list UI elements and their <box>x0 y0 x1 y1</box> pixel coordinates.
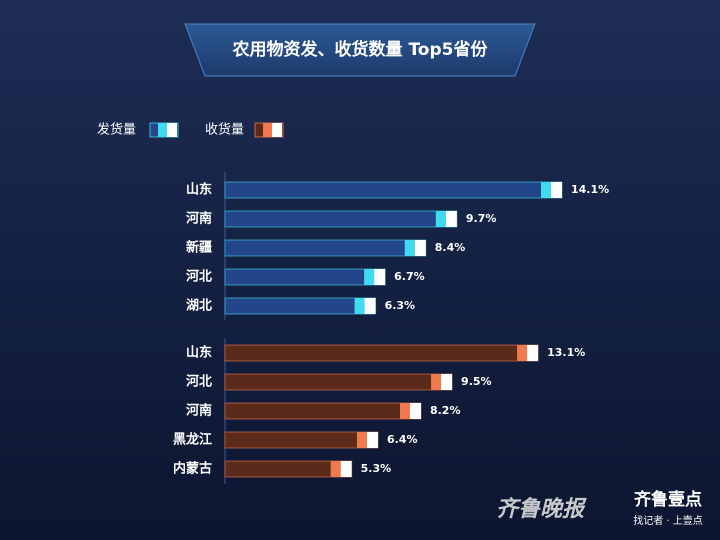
bar <box>224 239 427 257</box>
bar-cap-end <box>414 240 426 256</box>
bar <box>224 431 379 449</box>
bar-cap-accent <box>540 182 551 198</box>
value-label: 13.1% <box>547 346 585 359</box>
category-label: 河南 <box>186 403 212 419</box>
bar-cap-accent <box>435 211 446 227</box>
bar-cap-accent <box>356 432 367 448</box>
legend-label: 发货量 <box>97 122 136 138</box>
bar <box>224 210 458 228</box>
category-label: 河北 <box>186 269 212 285</box>
value-label: 6.7% <box>394 270 425 283</box>
value-label: 9.5% <box>461 375 492 388</box>
category-label: 山东 <box>186 182 212 198</box>
bar-cap-end <box>340 461 352 477</box>
legend-swatch-end <box>272 123 282 137</box>
legend-swatch-end <box>167 123 177 137</box>
value-label: 6.3% <box>385 299 416 312</box>
bar <box>224 402 422 420</box>
bar-cap-end <box>527 345 539 361</box>
legend-label: 收货量 <box>205 122 244 138</box>
chart-title: 农用物资发、收货数量 Top5省份 <box>232 39 489 60</box>
bar-cap-end <box>374 269 386 285</box>
value-label: 14.1% <box>571 183 609 196</box>
bar-cap-accent <box>399 403 410 419</box>
bar-cap-end <box>445 211 457 227</box>
bar-cap-accent <box>354 298 365 314</box>
bar <box>224 373 453 391</box>
legend-swatch-accent <box>158 123 167 137</box>
bar-cap-end <box>366 432 378 448</box>
category-label: 河北 <box>186 374 212 390</box>
watermark-slogan: 找记者 · 上壹点 <box>633 514 703 527</box>
value-label: 8.4% <box>435 241 466 254</box>
value-label: 9.7% <box>466 212 497 225</box>
bar-cap-accent <box>404 240 415 256</box>
bar <box>224 297 377 315</box>
bar-cap-accent <box>431 374 442 390</box>
value-label: 6.4% <box>387 433 418 446</box>
value-label: 8.2% <box>430 404 461 417</box>
bar-cap-accent <box>364 269 375 285</box>
bar-cap-accent <box>517 345 528 361</box>
bar <box>224 181 563 199</box>
bar-cap-accent <box>330 461 341 477</box>
legend-swatch-accent <box>263 123 272 137</box>
category-label: 河南 <box>186 211 212 227</box>
bar <box>224 344 539 362</box>
title-banner <box>184 23 536 77</box>
category-label: 新疆 <box>186 240 212 256</box>
value-label: 5.3% <box>361 462 392 475</box>
watermark-brand: 齐鲁壹点 <box>634 489 702 510</box>
bar-cap-end <box>409 403 421 419</box>
category-label: 山东 <box>186 345 212 361</box>
category-label: 湖北 <box>186 299 212 314</box>
bar-cap-end <box>364 298 376 314</box>
category-label: 内蒙古 <box>173 461 212 477</box>
watermark-paper: 齐鲁晚报 <box>496 496 587 522</box>
bar <box>224 268 386 286</box>
bar-cap-end <box>550 182 562 198</box>
bar-cap-end <box>441 374 453 390</box>
category-label: 黑龙江 <box>173 432 212 448</box>
